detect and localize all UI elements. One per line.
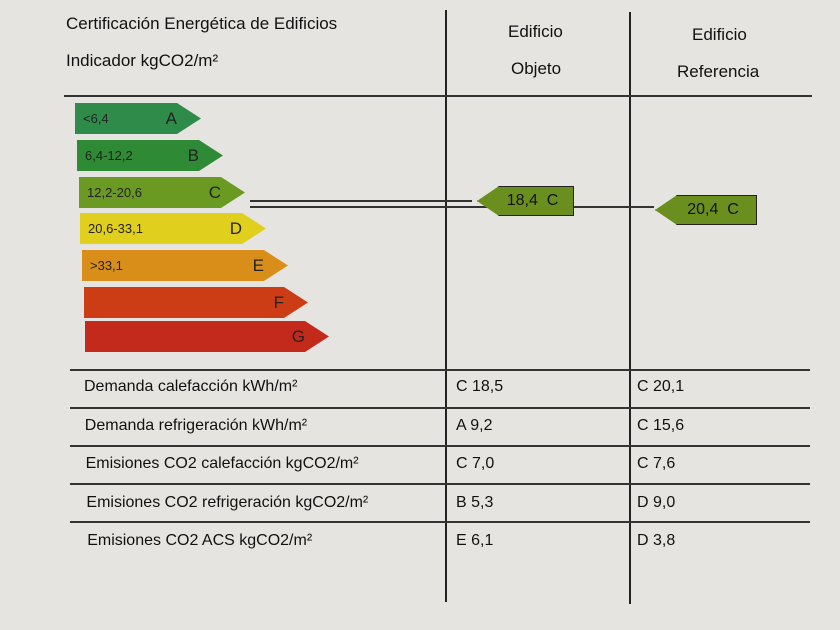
column-divider-object (445, 10, 447, 602)
row-label: Demanda calefacción kWh/m² (84, 378, 298, 395)
scale-range: >33,1 (90, 258, 123, 273)
row-label: Emisiones CO2 refrigeración kgCO2/m² (86, 493, 369, 511)
object-rating: 18,4 C (506, 192, 559, 209)
object-rating-tag: 18,4 C (477, 186, 574, 216)
col-ref-heading-2: Referencia (677, 62, 760, 81)
row-object: E 6,1 (456, 532, 494, 549)
scale-bar-c: 12,2-20,6 C (79, 177, 245, 208)
row-object: C 7,0 (456, 455, 495, 472)
row-object: C 18,5 (456, 378, 504, 395)
column-divider-reference (629, 12, 631, 604)
row-reference: D 3,8 (637, 532, 676, 549)
scale-letter: E (252, 255, 264, 275)
row-label: Emisiones CO2 calefacción kgCO2/m² (85, 455, 359, 472)
scale-letter: D (229, 218, 242, 238)
scale-range: 6,4-12,2 (85, 148, 133, 163)
scale-letter: G (291, 326, 305, 346)
scale-letter: A (165, 108, 177, 128)
row-reference: D 9,0 (637, 493, 676, 511)
row-object: A 9,2 (456, 416, 493, 434)
scale-range: 20,6-33,1 (88, 221, 143, 236)
scale-bar-e: >33,1 E (82, 250, 288, 281)
col-ref-heading-1: Edificio (692, 25, 747, 44)
scale-range: <6,4 (83, 111, 109, 126)
scale-bar-d: 20,6-33,1 D (80, 213, 266, 244)
connector-line (250, 200, 472, 202)
indicator-label: Indicador kgCO2/m² (66, 51, 219, 70)
scale-letter: F (273, 292, 284, 312)
scale-bar-f: F (84, 287, 308, 318)
document-title: Certificación Energética de Edificios (66, 14, 338, 33)
scale-letter: B (187, 145, 199, 165)
row-label: Demanda refrigeración kWh/m² (84, 416, 308, 434)
row-divider (70, 369, 810, 371)
row-divider (70, 407, 810, 409)
reference-rating-tag: 20,4 C (655, 195, 757, 225)
scale-range: 12,2-20,6 (87, 185, 142, 200)
row-label: Emisiones CO2 ACS kgCO2/m² (87, 532, 313, 549)
row-object: B 5,3 (456, 493, 494, 511)
row-reference: C 20,1 (637, 378, 685, 395)
reference-rating: 20,4 C (687, 201, 739, 218)
row-reference: C 7,6 (637, 455, 676, 472)
row-reference: C 15,6 (637, 416, 685, 434)
col-object-heading-1: Edificio (508, 22, 563, 41)
scale-bar-a: <6,4 A (75, 103, 201, 134)
row-divider (70, 483, 810, 485)
scale-bar-b: 6,4-12,2 B (77, 140, 223, 171)
header-divider (64, 95, 812, 97)
scale-bar-g: G (85, 321, 329, 352)
connector-line (250, 206, 654, 208)
scale-letter: C (208, 182, 221, 202)
col-object-heading-2: Objeto (511, 59, 562, 78)
row-divider (70, 445, 810, 447)
row-divider (70, 521, 810, 523)
